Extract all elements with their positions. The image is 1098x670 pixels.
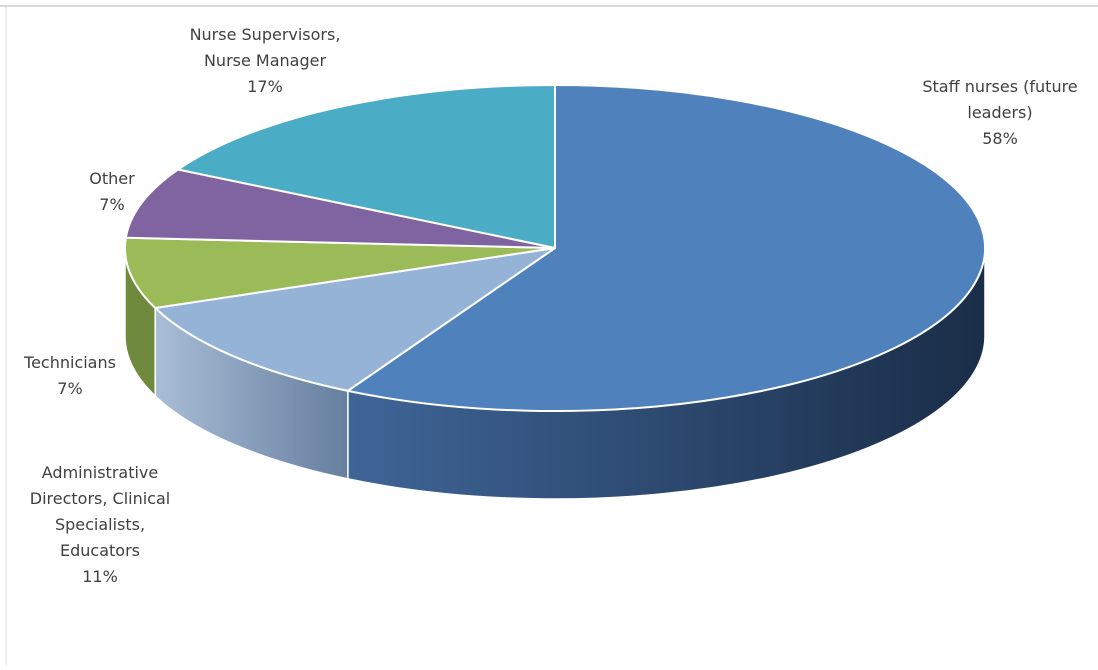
data-label-line: Administrative xyxy=(42,463,158,482)
data-label-line: Other xyxy=(89,169,135,188)
data-label-staff-nurses-future-leaders: Staff nurses (future leaders) 58% xyxy=(922,77,1077,148)
pie-slice-other xyxy=(124,168,556,249)
pie-sides xyxy=(124,247,986,500)
data-label-line: Staff nurses (future xyxy=(922,77,1077,96)
data-label-administrative-directors-clinical-specialists-educators: Administrative Directors, Clinical Special… xyxy=(30,463,170,586)
data-label-percent: 7% xyxy=(57,379,82,398)
data-label-technicians: Technicians 7% xyxy=(23,353,116,398)
pie-labels: Staff nurses (future leaders) 58% Administr… xyxy=(23,25,1078,586)
pie-slice-staff-nurses-future-leaders xyxy=(346,84,986,412)
data-label-percent: 7% xyxy=(99,195,124,214)
data-label-percent: 11% xyxy=(82,567,118,586)
pie-slice-nurse-supervisors-nurse-manager xyxy=(177,84,556,249)
data-label-other: Other 7% xyxy=(89,169,135,214)
data-label-line: Nurse Supervisors, xyxy=(190,25,341,44)
data-label-line: Educators xyxy=(60,541,140,560)
pie-slices xyxy=(124,84,986,412)
pie-slice-administrative-directors-clinical-specialists-educators xyxy=(154,247,556,392)
data-label-line: Directors, Clinical xyxy=(30,489,170,508)
data-label-percent: 58% xyxy=(982,129,1018,148)
data-label-line: leaders) xyxy=(967,103,1032,122)
data-label-line: Nurse Manager xyxy=(204,51,327,70)
data-label-nurse-supervisors-nurse-manager: Nurse Supervisors, Nurse Manager 17% xyxy=(190,25,341,96)
data-label-percent: 17% xyxy=(247,77,283,96)
data-label-line: Technicians xyxy=(23,353,116,372)
data-label-line: Specialists, xyxy=(55,515,145,534)
pie-slice-technicians xyxy=(124,236,556,309)
